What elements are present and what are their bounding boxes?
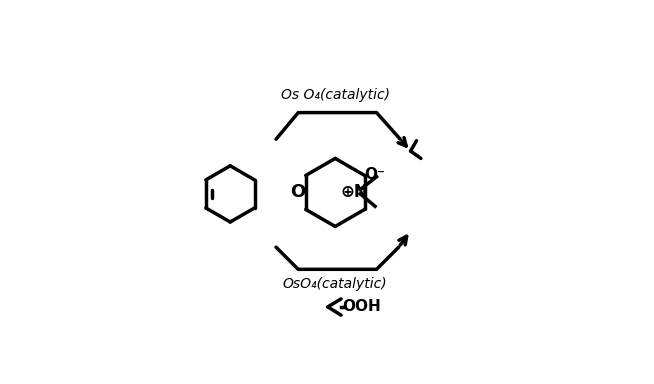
Text: O: O — [290, 182, 306, 200]
Text: ⊕N: ⊕N — [341, 182, 368, 200]
Text: OsO₄(catalytic): OsO₄(catalytic) — [283, 277, 387, 291]
Text: O⁻: O⁻ — [364, 167, 386, 182]
Text: Os O₄(catalytic): Os O₄(catalytic) — [281, 88, 390, 102]
Text: OOH: OOH — [343, 300, 381, 314]
